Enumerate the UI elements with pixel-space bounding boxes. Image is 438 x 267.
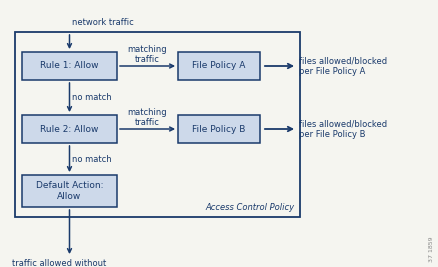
Text: Default Action:
Allow: Default Action: Allow xyxy=(36,181,103,201)
Text: File Policy B: File Policy B xyxy=(192,124,246,134)
Text: matching
traffic: matching traffic xyxy=(128,108,167,127)
Bar xyxy=(22,115,117,143)
Text: no match: no match xyxy=(73,155,112,163)
Text: Rule 2: Allow: Rule 2: Allow xyxy=(40,124,99,134)
Text: Access Control Policy: Access Control Policy xyxy=(206,203,295,212)
Text: matching
traffic: matching traffic xyxy=(128,45,167,64)
Bar xyxy=(22,175,117,207)
Bar xyxy=(22,52,117,80)
Text: Rule 1: Allow: Rule 1: Allow xyxy=(40,61,99,70)
Bar xyxy=(15,32,300,217)
Bar xyxy=(178,115,260,143)
Text: 37 1859: 37 1859 xyxy=(429,236,434,262)
Text: network traffic: network traffic xyxy=(71,18,133,27)
Bar xyxy=(178,52,260,80)
Text: traffic allowed without
file inspection: traffic allowed without file inspection xyxy=(12,259,106,267)
Text: files allowed/blocked
per File Policy B: files allowed/blocked per File Policy B xyxy=(299,119,387,139)
Text: no match: no match xyxy=(73,93,112,102)
Text: File Policy A: File Policy A xyxy=(192,61,246,70)
Text: files allowed/blocked
per File Policy A: files allowed/blocked per File Policy A xyxy=(299,56,387,76)
